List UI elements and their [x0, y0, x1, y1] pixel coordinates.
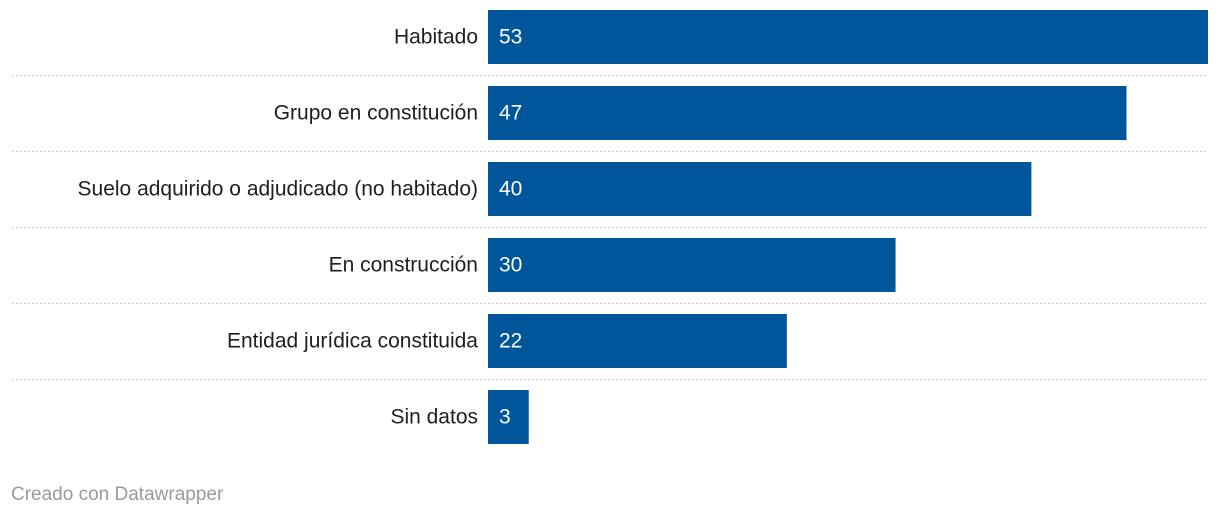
- category-label: Sin datos: [390, 406, 478, 429]
- value-label: 22: [499, 330, 522, 353]
- bar: [488, 314, 787, 368]
- category-label: Suelo adquirido o adjudicado (no habitad…: [78, 178, 478, 201]
- value-label: 53: [499, 26, 522, 49]
- category-label: En construcción: [329, 254, 478, 277]
- value-label: 30: [499, 254, 522, 277]
- value-label: 40: [499, 178, 522, 201]
- value-label: 3: [499, 406, 511, 429]
- category-label: Grupo en constitución: [274, 102, 478, 125]
- bar: [488, 238, 896, 292]
- bar: [488, 162, 1032, 216]
- bar-chart: Habitado 53 Grupo en constitución 47 Suelo a…: [12, 10, 1208, 444]
- bar: [488, 390, 529, 444]
- bar: [488, 10, 1208, 64]
- bar: [488, 86, 1127, 140]
- category-label: Habitado: [394, 26, 478, 49]
- category-label: Entidad jurídica constituida: [227, 330, 478, 353]
- footer-credit: Creado con Datawrapper: [11, 484, 224, 505]
- value-label: 47: [499, 102, 522, 125]
